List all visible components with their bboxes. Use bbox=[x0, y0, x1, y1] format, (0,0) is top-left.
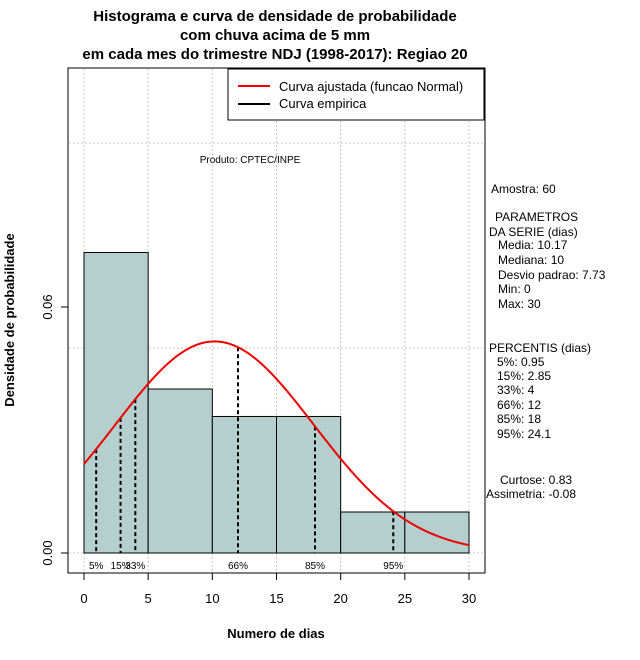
histogram-bar-2 bbox=[211, 415, 277, 554]
histogram-bar-0 bbox=[83, 251, 149, 554]
stat-sample: Amostra: 60 bbox=[491, 182, 556, 196]
stat-min: Min: 0 bbox=[498, 282, 531, 296]
x-axis: 0 5 10 15 20 25 30 bbox=[80, 572, 476, 606]
stat-max: Max: 30 bbox=[498, 297, 541, 311]
legend: Curva ajustada (funcao Normal) Curva emp… bbox=[227, 68, 485, 121]
x-tick-label: 15 bbox=[269, 591, 283, 606]
stat-params-header-1: PARAMETROS bbox=[495, 210, 578, 224]
histogram-bar-1 bbox=[147, 388, 213, 554]
percentile-label-4: 85% bbox=[305, 561, 325, 572]
percentile-label-0: 5% bbox=[89, 561, 104, 572]
chart-title-line-3: em cada mes do trimestre NDJ (1998-2017)… bbox=[82, 46, 467, 63]
normal-curve-line bbox=[83, 340, 470, 547]
histogram-bar-5 bbox=[404, 511, 470, 554]
stat-p95: 95%: 24.1 bbox=[497, 427, 551, 441]
legend-box bbox=[227, 68, 485, 121]
legend-empirical-label: Curva empirica bbox=[279, 96, 367, 111]
stat-percentiles-header: PERCENTIS (dias) bbox=[489, 341, 591, 355]
chart-title-line-1: Histograma e curva de densidade de proba… bbox=[93, 8, 456, 25]
stat-skewness: Assimetria: -0.08 bbox=[486, 487, 576, 501]
y-tick-label: 0.06 bbox=[40, 294, 55, 319]
percentile-label-5: 95% bbox=[383, 561, 403, 572]
x-tick-label: 5 bbox=[145, 591, 152, 606]
x-tick-label: 25 bbox=[398, 591, 412, 606]
x-tick-label: 30 bbox=[462, 591, 476, 606]
percentile-label-3: 66% bbox=[228, 561, 248, 572]
product-credit: Produto: CPTEC/INPE bbox=[200, 155, 301, 166]
histogram-bar-4 bbox=[340, 511, 406, 554]
stat-mean: Media: 10.17 bbox=[498, 238, 568, 252]
x-axis-title: Numero de dias bbox=[227, 626, 325, 641]
y-axis: 0.00 0.06 bbox=[40, 294, 69, 566]
percentile-lines: 5% 15%33% 66% 85% 95% bbox=[89, 347, 403, 572]
stat-p15: 15%: 2.85 bbox=[497, 369, 551, 383]
percentile-label-2: 33% bbox=[125, 561, 145, 572]
legend-fit-label: Curva ajustada (funcao Normal) bbox=[279, 79, 463, 94]
y-tick-label: 0.00 bbox=[40, 540, 55, 565]
y-axis-title: Densidade de probabilidade bbox=[2, 233, 17, 406]
stat-params-header-2: DA SERIE (dias) bbox=[489, 225, 578, 239]
normal-curve bbox=[83, 340, 470, 547]
x-tick-label: 10 bbox=[205, 591, 219, 606]
x-tick-label: 0 bbox=[80, 591, 87, 606]
stats-panel: Amostra: 60 PARAMETROS DA SERIE (dias) M… bbox=[486, 182, 606, 501]
stat-sd: Desvio padrao: 7.73 bbox=[498, 268, 606, 282]
percentile-label-1: 15% bbox=[111, 561, 131, 572]
stat-median: Mediana: 10 bbox=[498, 253, 564, 267]
stat-kurtosis: Curtose: 0.83 bbox=[500, 473, 572, 487]
chart-title-line-2: com chuva acima de 5 mm bbox=[180, 27, 370, 44]
stat-p85: 85%: 18 bbox=[497, 412, 541, 426]
histogram-bar-3 bbox=[276, 415, 342, 554]
x-tick-label: 20 bbox=[333, 591, 347, 606]
stat-p5: 5%: 0.95 bbox=[497, 355, 545, 369]
stat-p33: 33%: 4 bbox=[497, 383, 535, 397]
stat-p66: 66%: 12 bbox=[497, 398, 541, 412]
